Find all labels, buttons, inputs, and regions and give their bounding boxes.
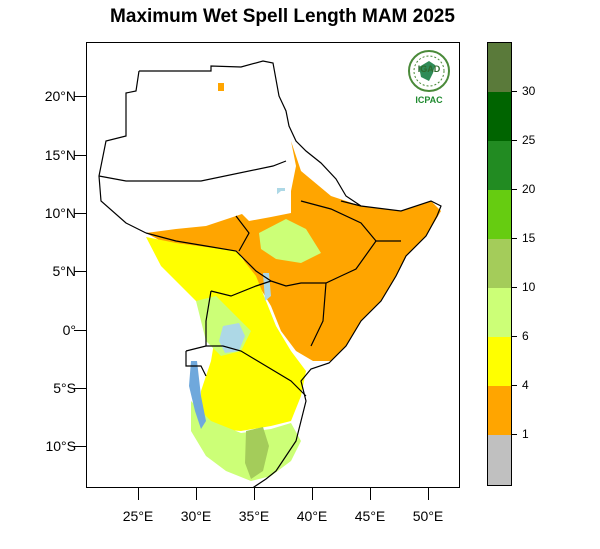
legend-box-20-25 xyxy=(488,141,511,190)
lon-tick xyxy=(196,488,197,500)
legend-tick xyxy=(511,287,517,288)
logo-igad-text: IGAD xyxy=(418,64,441,74)
region-orange-pixel xyxy=(218,83,224,91)
legend-tick xyxy=(511,91,517,92)
lat-label: 20°N xyxy=(44,88,76,104)
map-panel: IGAD ICPAC xyxy=(86,42,460,488)
lon-label: 40°E xyxy=(296,508,328,524)
legend-box-30plus xyxy=(488,43,511,92)
legend-tick xyxy=(511,385,517,386)
lat-label: 0° xyxy=(62,322,76,338)
lat-tick xyxy=(74,330,86,331)
country-borders xyxy=(98,60,442,487)
legend-label: 10 xyxy=(522,280,536,294)
legend-colorbar xyxy=(487,42,512,486)
map-title: Maximum Wet Spell Length MAM 2025 xyxy=(110,6,455,27)
legend-box-below-1 xyxy=(488,435,511,485)
lake-tanganyika xyxy=(189,361,206,429)
africa-map-icon xyxy=(419,61,435,81)
legend-label: 6 xyxy=(522,329,529,343)
lon-tick xyxy=(312,488,313,500)
lat-tick xyxy=(74,96,86,97)
lat-tick xyxy=(74,155,86,156)
lon-label: 35°E xyxy=(238,508,270,524)
legend-label: 20 xyxy=(522,182,536,196)
legend-tick xyxy=(511,238,517,239)
logo-inner-ring xyxy=(413,55,445,87)
region-nodata-north xyxy=(239,191,291,221)
lat-tick xyxy=(74,271,86,272)
legend-tick xyxy=(511,434,517,435)
lat-label: 5°N xyxy=(52,263,77,279)
lat-tick xyxy=(74,446,86,447)
legend-box-6-10 xyxy=(488,288,511,337)
legend-label: 25 xyxy=(522,133,536,147)
legend-box-1-4 xyxy=(488,386,511,435)
lon-tick xyxy=(254,488,255,500)
legend-label: 15 xyxy=(522,231,536,245)
legend-label: 30 xyxy=(522,84,536,98)
legend-tick xyxy=(511,336,517,337)
icpac-logo: IGAD ICPAC xyxy=(408,50,450,105)
lon-tick xyxy=(428,488,429,500)
legend-box-4-6 xyxy=(488,337,511,386)
legend-tick xyxy=(511,189,517,190)
lat-label: 15°N xyxy=(44,147,76,163)
legend-box-15-20 xyxy=(488,190,511,239)
legend-box-10-15 xyxy=(488,239,511,288)
lake-victoria xyxy=(219,323,245,353)
lon-label: 45°E xyxy=(354,508,386,524)
lat-tick xyxy=(74,388,86,389)
lon-label: 50°E xyxy=(412,508,444,524)
legend-label: 1 xyxy=(522,427,529,441)
map-canvas xyxy=(98,60,442,487)
lon-tick xyxy=(138,488,139,500)
lon-label: 30°E xyxy=(180,508,212,524)
region-green-tz xyxy=(245,427,269,479)
logo-icpac-text: ICPAC xyxy=(415,95,443,105)
lat-tick xyxy=(74,213,86,214)
lat-label: 5°S xyxy=(53,380,76,396)
legend-label: 4 xyxy=(522,378,529,392)
lat-label: 10°N xyxy=(44,205,76,221)
legend-tick xyxy=(511,140,517,141)
lon-tick xyxy=(370,488,371,500)
lon-label: 25°E xyxy=(122,508,154,524)
lat-label: 10°S xyxy=(45,438,76,454)
legend-box-25-30 xyxy=(488,92,511,141)
region-green-ethiopia xyxy=(259,219,321,263)
